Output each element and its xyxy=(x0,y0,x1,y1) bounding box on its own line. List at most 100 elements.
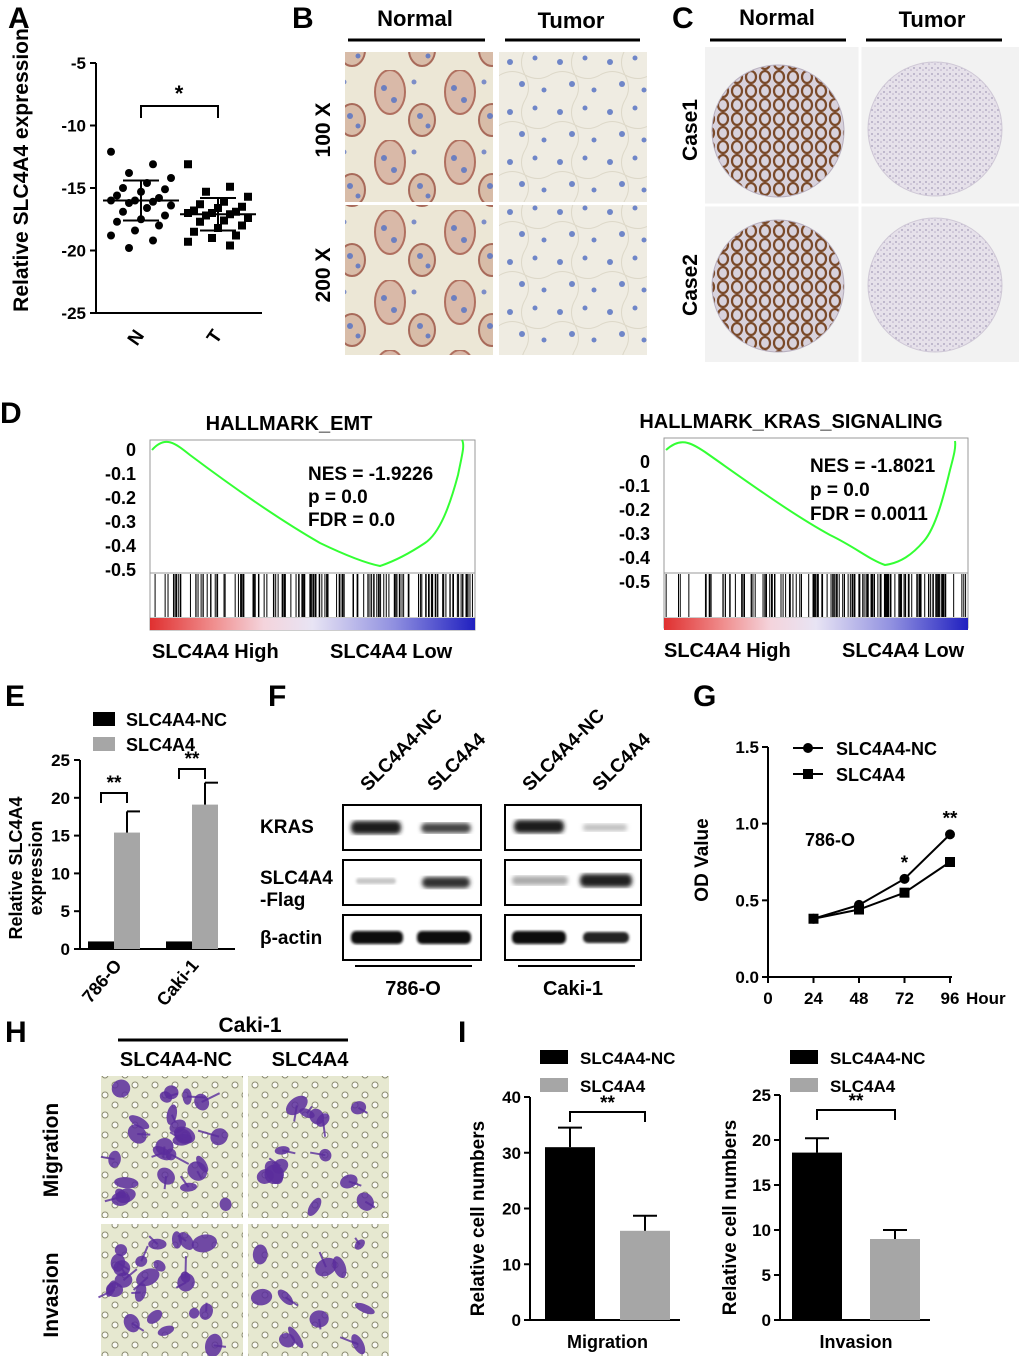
wb-caki1-flag-band-slc xyxy=(580,874,632,887)
panel-i-ytick-label: 40 xyxy=(502,1088,521,1107)
transwell-cell-process xyxy=(318,1251,327,1268)
panel-g-ytick-label: 0.0 xyxy=(735,968,759,987)
wb-row-kras: KRAS xyxy=(260,817,314,838)
transwell-cell xyxy=(123,1313,140,1333)
panel-i-legend-nc: SLC4A4-NC xyxy=(830,1049,925,1068)
gsea-kras-title: HALLMARK_KRAS_SIGNALING xyxy=(639,411,942,433)
tma-case1-tumor-core xyxy=(867,61,1003,197)
transwell-cell-process xyxy=(293,1105,298,1122)
panel-g-legend-nc-marker xyxy=(803,743,813,753)
panel-c-tma-images: Normal Tumor Case1 Case2 xyxy=(679,5,1019,362)
panel-e-bar-chart: SLC4A4-NC SLC4A4 Relative SLC4A4 express… xyxy=(6,710,235,1010)
gsea-emt-title: HALLMARK_EMT xyxy=(206,413,373,435)
panel-i-legend-slc: SLC4A4 xyxy=(580,1077,646,1096)
transwell-cell-process xyxy=(196,1170,203,1180)
panel-a-ytick-label: -20 xyxy=(61,242,86,261)
panel-a-point-t xyxy=(238,221,246,230)
transwell-cell-process xyxy=(364,1200,376,1209)
wb-caki1-kras-band-slc xyxy=(583,824,627,831)
panel-c-row-case2: Case2 xyxy=(679,254,702,316)
panel-e-bar xyxy=(192,804,218,949)
gsea-ytick-label: -0.3 xyxy=(105,512,136,532)
panel-i-migration-chart: SLC4A4-NC SLC4A4 Relative cell numbers 0 10 2… xyxy=(468,1049,680,1352)
panel-i-ytick-label: 15 xyxy=(752,1176,771,1195)
gsea-ytick-label: -0.1 xyxy=(619,476,650,496)
panel-g-point-slc xyxy=(854,904,864,915)
transwell-cell-process xyxy=(306,1105,313,1114)
gsea-kras-nes: NES = -1.8021 xyxy=(810,456,936,477)
panel-h-row-migration: Migration xyxy=(40,1103,63,1198)
panel-a-point-n xyxy=(155,221,163,230)
transwell-cell-process xyxy=(284,1296,299,1307)
panel-h-cell-line: Caki-1 xyxy=(218,1014,281,1037)
panel-a-point-t xyxy=(190,227,198,236)
panel-i-ytick-label: 10 xyxy=(752,1221,771,1240)
transwell-cell xyxy=(210,1128,228,1146)
panel-i-ytick-label: 30 xyxy=(502,1144,521,1163)
panel-a-point-t xyxy=(232,207,240,216)
wb-786o-actin-band-slc xyxy=(417,931,471,944)
panel-g-ylabel: OD Value xyxy=(692,818,713,901)
panel-g-xtick-label: 96 xyxy=(941,989,960,1008)
panel-a-point-t xyxy=(226,241,234,250)
panel-a-point-n xyxy=(131,226,139,235)
wb-caki1-actin-band-slc xyxy=(583,932,629,943)
gsea-ytick-label: -0.4 xyxy=(619,548,650,568)
wb-caki1-flag-band-nc xyxy=(512,876,568,885)
panel-e-bar xyxy=(114,832,140,949)
panel-a-point-n xyxy=(125,169,133,177)
panel-h-col-nc: SLC4A4-NC xyxy=(120,1049,232,1071)
panel-a-point-t xyxy=(196,200,204,209)
wb-row-slc4a4: SLC4A4 xyxy=(260,868,333,889)
panel-a-ylabel: Relative SLC4A4 expression xyxy=(10,28,33,312)
panel-i-sig-bracket xyxy=(569,1111,646,1122)
transwell-cell-process xyxy=(321,1119,327,1137)
transwell-cell xyxy=(110,1253,126,1272)
panel-e-xtick-caki1: Caki-1 xyxy=(153,956,203,1010)
transwell-cell xyxy=(285,1095,308,1116)
panel-a-ytick-label: -15 xyxy=(61,179,86,198)
panel-c-row-case1: Case1 xyxy=(679,99,702,161)
panel-a-point-n xyxy=(149,236,157,245)
ihc-tumor-100x-image xyxy=(499,52,647,202)
transwell-cell xyxy=(354,1302,375,1315)
panel-e-ytick-label: 25 xyxy=(51,751,70,770)
gsea-emt-enrichment-curve xyxy=(151,439,465,568)
panel-letter-b: B xyxy=(292,2,314,35)
panel-e-ytick-label: 20 xyxy=(51,789,70,808)
gsea-emt-fdr: FDR = 0.0 xyxy=(308,510,395,531)
panel-g-xtick-label: 72 xyxy=(895,989,914,1008)
transwell-cell xyxy=(147,1309,163,1324)
panel-i-bar xyxy=(792,1152,842,1320)
panel-g-legend-nc: SLC4A4-NC xyxy=(836,739,937,759)
panel-a-point-t xyxy=(226,182,234,191)
wb-786o-kras-band-nc xyxy=(351,821,401,834)
wb-786o-actin-band-nc xyxy=(351,931,403,944)
panel-g-sig-72: * xyxy=(901,853,909,874)
panel-i-legend-slc: SLC4A4 xyxy=(830,1077,896,1096)
panel-h-row-invasion: Invasion xyxy=(40,1252,63,1337)
gsea-ytick-label: -0.3 xyxy=(619,524,650,544)
transwell-cell xyxy=(204,1333,223,1356)
panel-a-point-n xyxy=(113,191,121,200)
panel-i-bar xyxy=(545,1147,595,1320)
panel-b-ihc-images: Normal Tumor 100 X 200 X xyxy=(312,6,647,355)
panel-a-point-n xyxy=(113,217,121,226)
transwell-cell-process xyxy=(140,1245,149,1262)
transwell-cell-process xyxy=(310,1151,326,1157)
panel-i-sig: ** xyxy=(600,1093,615,1114)
panel-f-western-blot: SLC4A4-NC SLC4A4 SLC4A4-NC SLC4A4 KRAS S… xyxy=(260,705,655,1000)
panel-i-invasion-chart: SLC4A4-NC SLC4A4 Relative cell numbers 0 5 10… xyxy=(720,1049,930,1352)
panel-letter-g: G xyxy=(693,680,717,713)
panel-a-point-t xyxy=(244,214,252,222)
gsea-emt-nes: NES = -1.9226 xyxy=(308,464,433,485)
panel-g-point-nc xyxy=(945,829,955,840)
panel-g-point-slc xyxy=(945,857,955,867)
gsea-ytick-label: 0 xyxy=(126,440,136,460)
gsea-emt-rank-bar xyxy=(150,618,475,630)
panel-letter-f: F xyxy=(268,680,287,713)
transwell-cell-process xyxy=(170,1153,190,1165)
transwell-cell-process xyxy=(131,1291,141,1294)
panel-a-point-t xyxy=(202,211,210,220)
panel-g-cell-line: 786-O xyxy=(805,830,855,850)
